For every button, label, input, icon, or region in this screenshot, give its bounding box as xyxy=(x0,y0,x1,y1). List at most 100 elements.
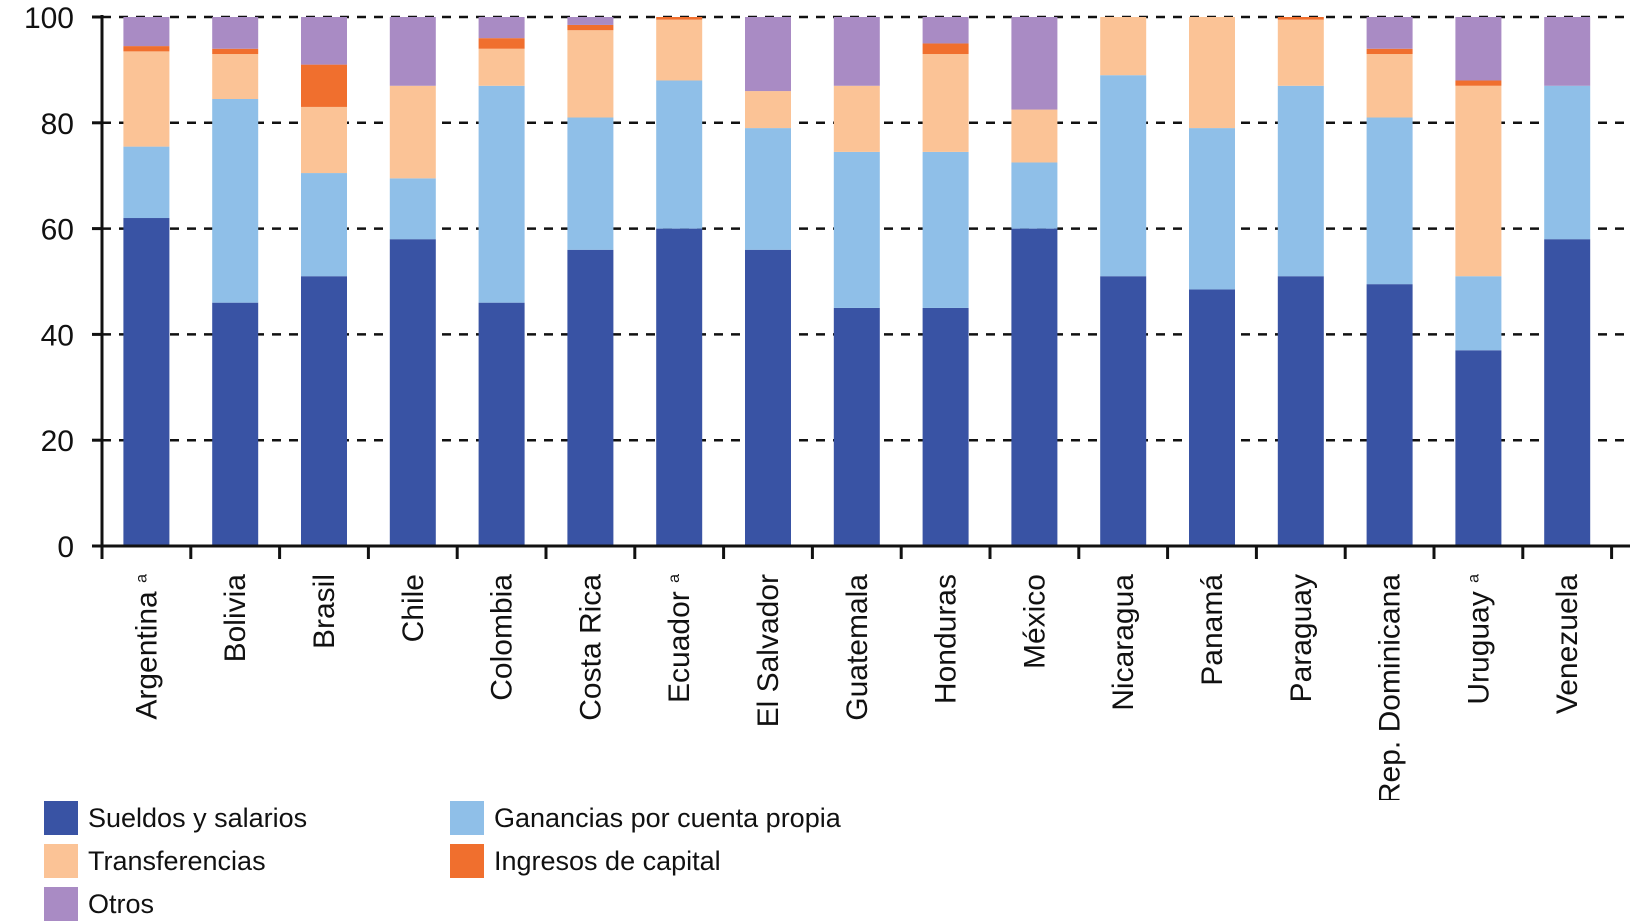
bar-segment xyxy=(389,85,436,179)
y-tick-label: 80 xyxy=(41,108,74,141)
bar-segment xyxy=(123,17,170,47)
y-tick-label: 60 xyxy=(41,214,74,247)
bar-segment xyxy=(833,17,880,86)
y-tick-label: 100 xyxy=(24,2,74,35)
bar-segment xyxy=(1011,109,1058,163)
legend-item-transferencias: Transferencias xyxy=(44,843,266,879)
bar-segment xyxy=(745,91,791,129)
bar-segment xyxy=(1277,17,1324,20)
bar-segment xyxy=(745,249,791,546)
footnote-marker: a xyxy=(666,574,683,583)
bar-segment xyxy=(212,98,259,303)
bar-segment xyxy=(745,17,791,92)
bar-segment xyxy=(1455,80,1502,86)
legend-item-capital: Ingresos de capital xyxy=(450,843,721,879)
bar-segment xyxy=(478,48,525,86)
bar-segment xyxy=(922,17,969,44)
x-tick-label: Costa Rica xyxy=(574,574,607,721)
legend-swatch-icon xyxy=(44,887,78,921)
bar-segment xyxy=(301,173,347,277)
bar-segment xyxy=(1544,85,1591,240)
bar-segment xyxy=(478,38,525,49)
bar-segment xyxy=(1455,85,1502,277)
bar-segment xyxy=(301,106,347,174)
bar-segment xyxy=(1544,17,1591,86)
bar-segment xyxy=(1277,276,1324,546)
bar-segment xyxy=(833,151,880,308)
bar-segment xyxy=(567,117,614,250)
bar-segment xyxy=(1100,276,1147,546)
legend-label: Ganancias por cuenta propia xyxy=(494,803,841,833)
y-tick-label: 20 xyxy=(41,425,74,458)
x-tick-label: Panamá xyxy=(1196,574,1229,686)
x-tick-label-text: Argentina xyxy=(130,583,163,720)
legend-label: Sueldos y salarios xyxy=(88,803,308,833)
bar-segment xyxy=(656,228,703,546)
bar-segment xyxy=(1366,48,1413,55)
bar-segment xyxy=(1366,17,1413,49)
x-tick-label: Colombia xyxy=(486,574,519,701)
bar-segment xyxy=(212,54,259,99)
bar-segment xyxy=(478,302,525,546)
bar-segment xyxy=(1011,162,1058,229)
bar-segment xyxy=(567,24,614,31)
bar-segment xyxy=(301,17,347,65)
bar-segment xyxy=(123,51,170,147)
legend-swatch-icon xyxy=(44,844,78,878)
x-tick-label: Rep. Dominicana xyxy=(1374,574,1407,800)
x-tick-label: El Salvador xyxy=(752,574,785,727)
x-tick-label: Brasil xyxy=(308,574,341,649)
legend-swatch-icon xyxy=(44,801,78,835)
bar-segment xyxy=(1189,289,1235,546)
y-tick-label: 40 xyxy=(41,319,74,352)
x-tick-label: Chile xyxy=(397,574,430,642)
bar-segment xyxy=(833,307,880,546)
bar-segment xyxy=(123,146,170,219)
legend-item-sueldos: Sueldos y salarios xyxy=(44,800,307,836)
bar-segment xyxy=(1189,128,1235,290)
footnote-marker: a xyxy=(133,574,150,583)
x-tick-label: Uruguay a xyxy=(1462,574,1495,705)
legend-label: Ingresos de capital xyxy=(494,846,721,876)
bar-segment xyxy=(1277,85,1324,277)
bar-segment xyxy=(301,64,347,107)
x-tick-label: México xyxy=(1018,574,1051,669)
bar-segment xyxy=(1455,350,1502,546)
bar-segment xyxy=(922,151,969,308)
axes xyxy=(92,15,1630,559)
legend-item-otros: Otros xyxy=(44,886,154,922)
bar-segment xyxy=(301,276,347,546)
bar-segment xyxy=(478,17,525,39)
legend: Sueldos y salarios Ganancias por cuenta … xyxy=(44,800,1044,923)
bar-segment xyxy=(922,43,969,55)
bar-segment xyxy=(123,46,170,52)
bar-segment xyxy=(656,17,703,20)
bar-segment xyxy=(567,17,614,25)
bar-segment xyxy=(1366,117,1413,285)
y-tick-label: 0 xyxy=(57,531,74,564)
bar-segment xyxy=(389,239,436,546)
legend-swatch-icon xyxy=(450,801,484,835)
x-tick-label: Guatemala xyxy=(841,574,874,721)
bars xyxy=(123,17,1591,546)
bar-segment xyxy=(1366,54,1413,118)
bar-segment xyxy=(1366,284,1413,546)
legend-item-ganancias: Ganancias por cuenta propia xyxy=(450,800,841,836)
bar-segment xyxy=(1544,239,1591,546)
legend-swatch-icon xyxy=(450,844,484,878)
x-tick-label-text: Ecuador xyxy=(663,583,696,703)
x-tick-label-text: Uruguay xyxy=(1462,583,1495,705)
bar-segment xyxy=(212,302,259,546)
bar-segment xyxy=(1277,19,1324,86)
bar-segment xyxy=(656,80,703,229)
legend-label: Otros xyxy=(88,889,155,919)
x-tick-label: Argentina a xyxy=(130,574,163,720)
bar-segment xyxy=(567,30,614,118)
bar-segment xyxy=(389,17,436,86)
x-tick-label: Honduras xyxy=(930,574,963,704)
bar-segment xyxy=(212,17,259,49)
bar-segment xyxy=(1189,17,1235,129)
bar-segment xyxy=(1011,228,1058,546)
x-tick-label: Bolivia xyxy=(219,574,252,663)
bar-segment xyxy=(389,178,436,240)
